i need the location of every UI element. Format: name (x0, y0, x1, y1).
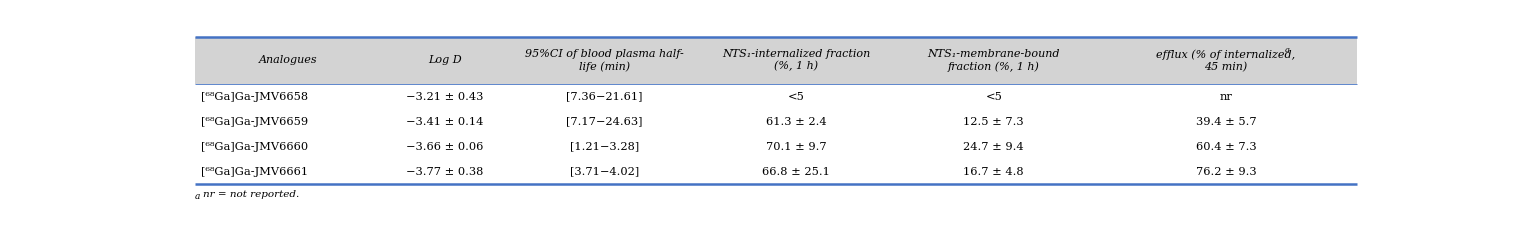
Text: <5: <5 (787, 92, 804, 101)
Text: [1.21−3.28]: [1.21−3.28] (569, 142, 639, 152)
Text: nr = not reported.: nr = not reported. (203, 190, 300, 199)
Text: −3.66 ± 0.06: −3.66 ± 0.06 (406, 142, 483, 152)
Text: [7.17−24.63]: [7.17−24.63] (566, 117, 643, 127)
Text: 24.7 ± 9.4: 24.7 ± 9.4 (963, 142, 1023, 152)
Text: −3.77 ± 0.38: −3.77 ± 0.38 (406, 167, 483, 177)
Text: NTS₁-internalized fraction
(%, 1 h): NTS₁-internalized fraction (%, 1 h) (722, 49, 871, 72)
Text: 60.4 ± 7.3: 60.4 ± 7.3 (1196, 142, 1257, 152)
Text: −3.21 ± 0.43: −3.21 ± 0.43 (406, 92, 483, 101)
Text: 76.2 ± 9.3: 76.2 ± 9.3 (1196, 167, 1257, 177)
Text: [⁶⁸Ga]Ga-JMV6660: [⁶⁸Ga]Ga-JMV6660 (201, 142, 309, 152)
Text: efflux (% of internalized,
45 min): efflux (% of internalized, 45 min) (1157, 49, 1296, 72)
Text: NTS₁-membrane-bound
fraction (%, 1 h): NTS₁-membrane-bound fraction (%, 1 h) (928, 49, 1060, 72)
Text: 70.1 ± 9.7: 70.1 ± 9.7 (766, 142, 827, 152)
Text: [3.71−4.02]: [3.71−4.02] (569, 167, 639, 177)
Text: a: a (195, 192, 200, 201)
Text: <5: <5 (986, 92, 1002, 101)
Text: 66.8 ± 25.1: 66.8 ± 25.1 (763, 167, 830, 177)
Text: 61.3 ± 2.4: 61.3 ± 2.4 (766, 117, 827, 127)
Text: Log D: Log D (428, 55, 462, 65)
Bar (195, 37, 1357, 84)
Text: [⁶⁸Ga]Ga-JMV6659: [⁶⁸Ga]Ga-JMV6659 (201, 117, 309, 127)
Text: 12.5 ± 7.3: 12.5 ± 7.3 (963, 117, 1023, 127)
Text: [7.36−21.61]: [7.36−21.61] (566, 92, 643, 101)
Text: [⁶⁸Ga]Ga-JMV6658: [⁶⁸Ga]Ga-JMV6658 (201, 92, 309, 101)
Text: [⁶⁸Ga]Ga-JMV6661: [⁶⁸Ga]Ga-JMV6661 (201, 167, 309, 177)
Text: 95%CI of blood plasma half-
life (min): 95%CI of blood plasma half- life (min) (525, 49, 684, 72)
Text: −3.41 ± 0.14: −3.41 ± 0.14 (406, 117, 483, 127)
Text: 16.7 ± 4.8: 16.7 ± 4.8 (963, 167, 1023, 177)
Text: nr: nr (1220, 92, 1232, 101)
Text: Analogues: Analogues (259, 55, 318, 65)
Text: a: a (1284, 46, 1290, 54)
Text: 39.4 ± 5.7: 39.4 ± 5.7 (1196, 117, 1257, 127)
